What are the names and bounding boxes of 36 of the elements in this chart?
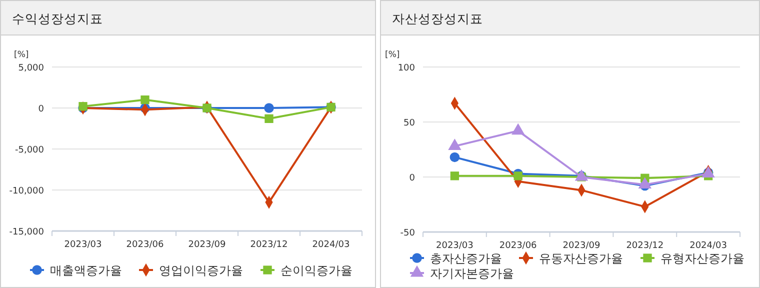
x-tick-label: 2023/06 <box>499 241 538 251</box>
x-tick-label: 2023/12 <box>250 240 288 250</box>
point <box>264 114 274 123</box>
legend-label: 총자산증가율 <box>430 252 502 266</box>
legend-label: 유동자산증가율 <box>539 252 623 266</box>
point <box>450 152 460 162</box>
legend-label: 매출액증가율 <box>50 264 122 278</box>
point <box>450 172 460 180</box>
y-tick-label: -10,000 <box>9 186 44 196</box>
x-tick-label: 2023/06 <box>126 240 164 250</box>
x-tick-label: 2023/03 <box>436 241 474 251</box>
y-tick-label: -5,000 <box>14 146 44 156</box>
y-tick-label: -50 <box>400 228 416 238</box>
y-axis-title: [%] <box>385 50 400 60</box>
y-tick-label: 100 <box>398 64 416 74</box>
x-tick-label: 2023/09 <box>562 241 600 251</box>
point <box>140 95 150 104</box>
y-tick-label: 5,000 <box>18 64 44 74</box>
legend-label: 유형자산증가율 <box>660 252 744 266</box>
y-tick-label: 0 <box>38 104 44 114</box>
x-tick-label: 2023/09 <box>188 240 226 250</box>
legend-label: 자기자본증가율 <box>430 266 514 280</box>
y-axis-title: [%] <box>14 50 29 60</box>
y-tick-label: 0 <box>409 174 416 184</box>
point <box>264 103 274 113</box>
legend-label: 영업이익증가율 <box>159 264 243 278</box>
point <box>514 172 522 180</box>
chart-title: 자산성장성지표 <box>392 11 483 26</box>
x-tick-label: 2024/03 <box>312 240 350 250</box>
legend-label: 순이익증가율 <box>280 264 352 278</box>
y-tick-label: -15,000 <box>9 228 44 238</box>
x-tick-label: 2023/12 <box>626 241 664 251</box>
chart-title: 수익성장성지표 <box>12 11 103 26</box>
x-tick-label: 2024/03 <box>690 241 727 251</box>
x-tick-label: 2023/03 <box>64 240 102 250</box>
y-tick-label: 50 <box>404 118 416 128</box>
